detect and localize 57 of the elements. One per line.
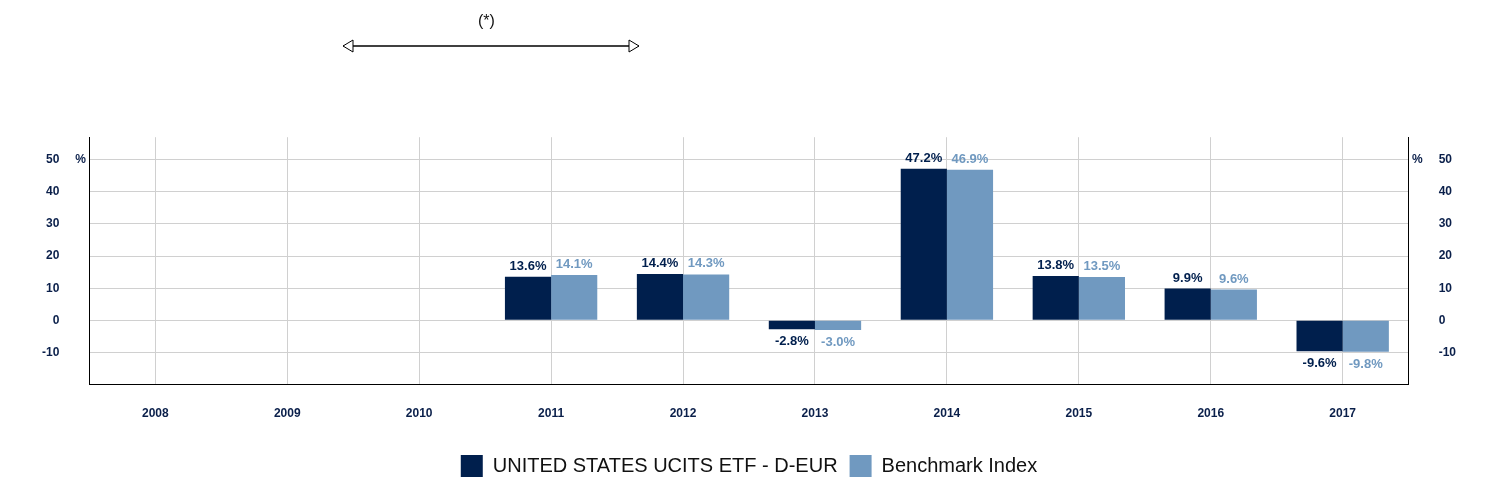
y-tick-label: 50 [45,152,60,166]
data-label: 13.8% [1037,257,1075,273]
y-axis-title: % [75,152,87,166]
y-tick-label: 10 [45,280,60,295]
x-tick-label: 2016 [1197,406,1225,421]
legend-label: UNITED STATES UCITS ETF - D-EUR [492,453,838,476]
y2-tick-label: 0 [1438,312,1446,327]
data-label: 13.5% [1083,258,1121,274]
bar [1296,320,1343,352]
data-label: 14.3% [687,255,725,271]
bar [814,320,862,330]
data-label: -9.8% [1348,355,1384,371]
data-label: 9.9% [1172,269,1203,285]
bar [1210,289,1257,320]
data-label: -3.0% [821,334,856,350]
bar [1164,288,1211,320]
x-tick-label: 2008 [141,406,169,421]
y-tick-label: 40 [45,184,60,199]
y-tick-label: 20 [45,248,60,263]
data-label: 13.6% [509,257,547,273]
x-tick-label: 2015 [1065,406,1093,421]
x-tick-label: 2011 [538,406,565,421]
bar [1032,276,1079,320]
bar [900,168,947,320]
y2-tick-label: 50 [1438,152,1453,166]
y-tick-label: 0 [52,312,60,327]
y-tick-label: 30 [45,216,60,231]
y2-tick-label: 40 [1438,184,1453,199]
data-label: 9.6% [1219,270,1250,286]
data-label: -2.8% [774,333,810,349]
data-label: 14.4% [641,255,679,271]
legend-label: Benchmark Index [881,453,1038,476]
bar [683,274,730,320]
y2-axis-title: % [1411,152,1423,166]
bar [768,320,815,330]
bar [946,169,994,320]
text: (*) [478,12,495,30]
y2-tick-label: -10 [1438,344,1457,359]
bar [551,275,598,320]
bar [504,276,552,320]
data-label: -9.6% [1302,355,1338,371]
x-tick-label: 2013 [801,406,829,421]
bar [636,274,684,320]
y2-tick-label: 10 [1438,280,1453,295]
data-label: 14.1% [555,256,594,272]
bar [1342,320,1389,352]
x-tick-label: 2009 [273,406,301,421]
y-tick-label: -10 [42,344,60,359]
y2-tick-label: 30 [1438,216,1453,231]
x-tick-label: 2010 [405,406,433,421]
x-tick-label: 2012 [669,406,697,421]
x-tick-label: 2014 [933,406,961,421]
y2-tick-label: 20 [1438,248,1453,263]
bar [1078,276,1125,320]
data-label: 47.2% [905,149,943,165]
data-label: 46.9% [951,150,989,166]
x-tick-label: 2017 [1329,406,1357,421]
